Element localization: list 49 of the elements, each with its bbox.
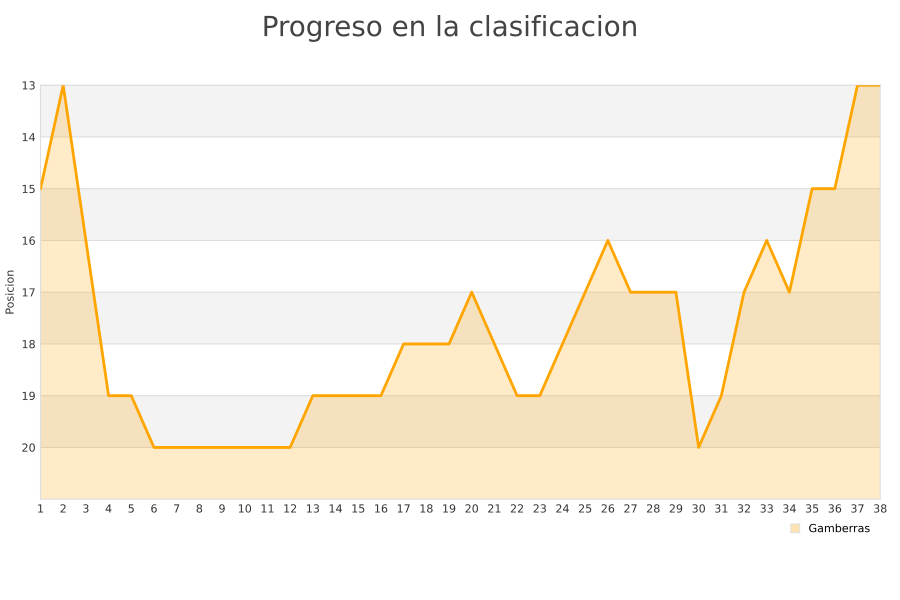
x-tick-label: 30 — [692, 504, 705, 513]
x-tick-label: 38 — [874, 504, 887, 513]
x-tick-label: 14 — [330, 504, 342, 513]
x-tick-label: 16 — [375, 504, 388, 513]
y-tick-label: 14 — [22, 133, 36, 142]
x-tick-label: 26 — [602, 504, 614, 513]
x-tick-label: 10 — [238, 504, 252, 513]
y-tick-label: 16 — [22, 236, 35, 245]
chart-title: Progreso en la clasificacion — [264, 15, 636, 42]
x-tick-label: 31 — [715, 504, 728, 513]
y-tick-label: 20 — [22, 443, 35, 452]
x-tick-label: 17 — [398, 504, 410, 513]
x-tick-label: 3 — [83, 504, 89, 513]
x-tick-label: 34 — [783, 504, 796, 513]
legend-label: Gamberras — [809, 524, 870, 532]
y-tick-label: 15 — [22, 184, 35, 194]
x-tick-label: 2 — [60, 504, 66, 513]
y-tick-label: 13 — [22, 81, 35, 90]
x-tick-label: 15 — [352, 504, 364, 513]
x-tick-label: 7 — [174, 504, 180, 513]
x-tick-label: 29 — [670, 504, 682, 513]
x-tick-label: 8 — [196, 504, 202, 513]
y-tick-label: 19 — [22, 392, 35, 400]
y-tick-label: 17 — [22, 288, 35, 296]
x-tick-label: 25 — [578, 504, 592, 513]
y-tick-label: 18 — [22, 340, 35, 348]
x-tick-label: 21 — [488, 504, 500, 513]
x-tick-label: 18 — [420, 504, 433, 513]
x-tick-label: 33 — [760, 504, 773, 513]
x-tick-label: 32 — [738, 504, 750, 513]
x-tick-label: 11 — [262, 504, 274, 513]
x-tick-label: 24 — [556, 504, 569, 513]
x-tick-label: 6 — [151, 504, 157, 513]
x-tick-label: 36 — [828, 504, 842, 513]
x-tick-label: 13 — [306, 504, 320, 513]
x-tick-label: 20 — [465, 504, 478, 513]
x-tick-label: 37 — [851, 504, 864, 513]
x-tick-label: 22 — [510, 504, 524, 513]
y-axis-title: Posicion — [5, 270, 14, 314]
x-tick-label: 1 — [38, 504, 44, 513]
x-tick-label: 19 — [443, 504, 456, 513]
x-tick-label: 27 — [624, 504, 637, 513]
x-tick-label: 12 — [284, 504, 296, 513]
x-tick-label: 28 — [647, 504, 660, 513]
x-tick-label: 5 — [128, 504, 134, 513]
x-tick-label: 9 — [219, 504, 225, 513]
x-tick-label: 35 — [806, 504, 818, 513]
x-tick-label: 4 — [106, 504, 112, 513]
x-tick-label: 23 — [534, 504, 546, 513]
